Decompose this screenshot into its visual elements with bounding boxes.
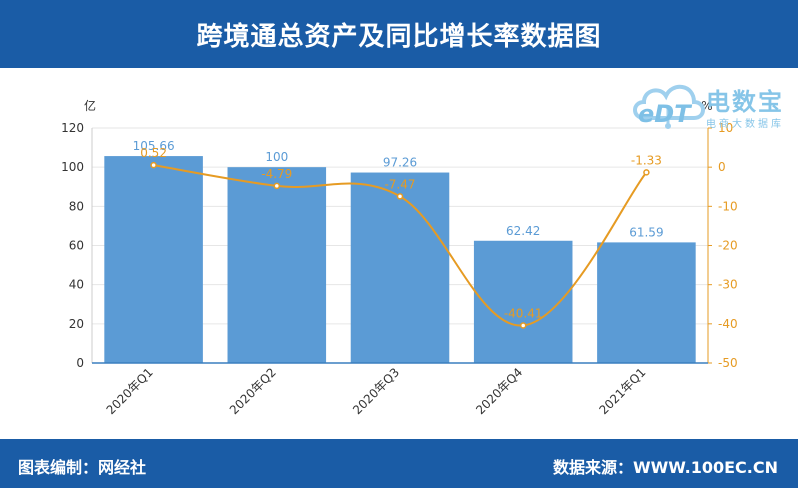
page-title: 跨境通总资产及同比增长率数据图 [196,21,602,52]
y-tick-label-left: 100 [61,160,84,174]
footer-source: 数据来源：WWW.100EC.CN [552,458,778,477]
line-point [396,193,404,200]
y-axis-title-left: 亿 [84,98,96,113]
bar-value-label: 62.42 [506,224,540,238]
line-point [273,182,281,190]
logo: eDT 电数宝 电商大数据库 [630,74,795,136]
y-tick-label-left: 60 [69,239,84,253]
line-point [643,169,650,176]
bar-value-label: 105.66 [133,139,175,153]
growth-line [153,164,648,327]
logo-subtitle: 电商大数据库 [706,119,784,130]
line-value-label: 0.52 [140,146,167,160]
bar-value-label: 100 [265,150,288,164]
line-value-label: -40.41 [504,306,543,320]
y-axis-title-right: % [701,99,712,113]
bar [597,242,696,363]
x-tick-label: 2020年Q4 [473,365,525,417]
x-tick-label: 2020年Q2 [227,365,279,417]
y-tick-label-right: 10 [718,121,733,135]
chart-header: 跨境通总资产及同比增长率数据图 [0,0,798,68]
x-tick-label: 2021年Q1 [596,365,648,417]
y-tick-label-right: -20 [718,239,738,253]
y-tick-label-right: -10 [718,199,738,213]
bar [227,167,327,363]
y-tick-label-left: 120 [61,121,84,135]
line-value-label: -1.33 [631,153,662,167]
y-tick-label-right: -50 [718,356,738,370]
line-value-label: -7.47 [384,177,415,191]
chart-footer: 图表编制：网经社 数据来源：WWW.100EC.CN [0,439,798,488]
y-tick-label-right: -40 [718,317,738,331]
cloud-icon [633,85,705,129]
y-tick-label-right: -30 [718,278,738,292]
logo-mark: eDT [638,100,691,128]
y-tick-label-left: 80 [69,199,84,213]
y-tick-label-right: 0 [718,160,726,174]
y-tick-label-left: 40 [69,278,84,292]
x-tick-label: 2020年Q3 [350,365,402,417]
bar [350,172,450,363]
logo-brand: 电数宝 [706,88,784,116]
bar-value-label: 61.59 [629,225,663,239]
y-tick-label-left: 0 [76,356,84,370]
x-tick-label: 2020年Q1 [104,365,156,417]
line-point [519,322,527,329]
y-tick-label-left: 20 [69,317,84,331]
footer-credit: 图表编制：网经社 [18,458,147,477]
line-value-label: -4.79 [261,167,292,181]
bar [104,156,203,363]
bar [473,240,573,363]
line-point [150,161,157,169]
bar-value-label: 97.26 [383,156,417,170]
